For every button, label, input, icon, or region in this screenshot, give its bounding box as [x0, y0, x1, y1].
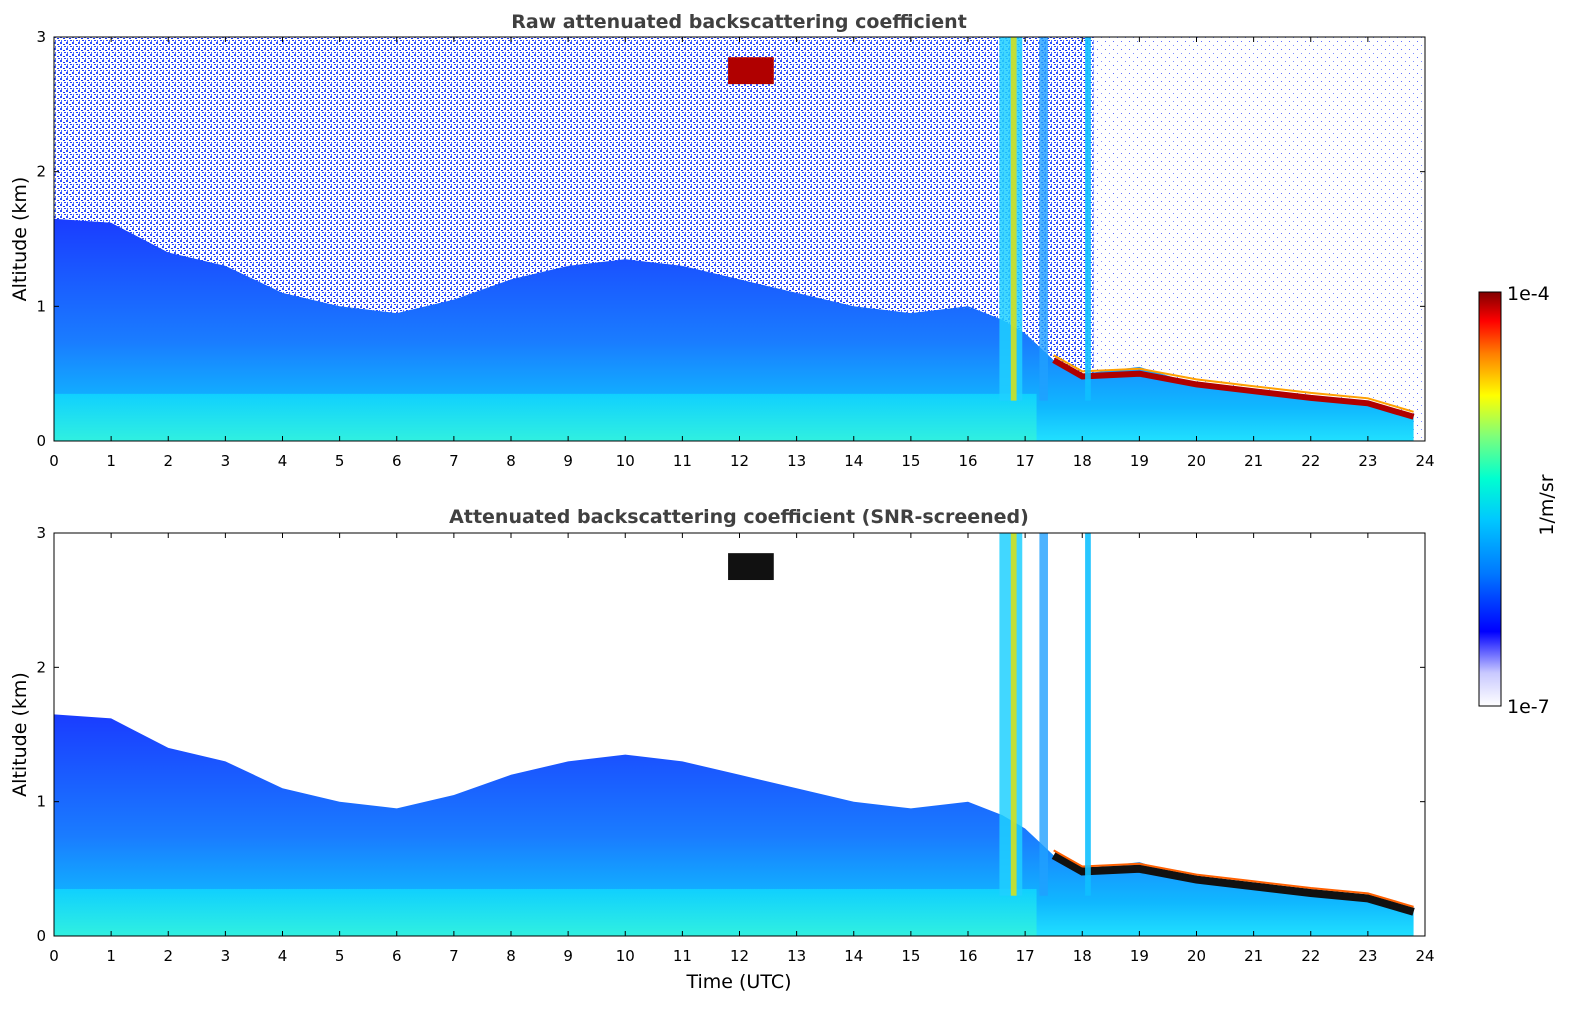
panel-raw-ylabel: Altitude (km)	[9, 177, 31, 302]
x-tick-label: 2	[163, 947, 173, 965]
panel-screened-aerosol-layer	[54, 714, 1414, 936]
panel-screened-xlabel: Time (UTC)	[685, 971, 791, 993]
panel-raw-precip-column-3	[1039, 37, 1048, 401]
x-tick-label: 12	[730, 947, 749, 965]
colorbar: 1e-4 1e-7 1/m/sr	[1478, 283, 1558, 718]
x-tick-label: 20	[1187, 452, 1206, 470]
x-tick-label: 18	[1073, 452, 1092, 470]
x-tick-label: 14	[844, 452, 863, 470]
x-tick-label: 17	[1016, 452, 1035, 470]
x-tick-label: 1	[106, 947, 116, 965]
colorbar-unit-label: 1/m/sr	[1536, 474, 1558, 535]
x-tick-label: 22	[1301, 452, 1320, 470]
x-tick-label: 2	[163, 452, 173, 470]
y-tick-label: 1	[36, 297, 46, 315]
panel-screened-precip-column-3	[1039, 533, 1048, 896]
x-tick-label: 14	[844, 947, 863, 965]
x-tick-label: 5	[335, 452, 345, 470]
colorbar-gradient	[1478, 291, 1502, 707]
x-tick-label: 5	[335, 947, 345, 965]
x-tick-label: 11	[673, 452, 692, 470]
y-tick-label: 2	[36, 163, 46, 181]
colorbar-min-label: 1e-7	[1507, 696, 1550, 718]
x-tick-label: 13	[787, 947, 806, 965]
panel-screened-y-ticks: 0 1 2 3	[36, 524, 1425, 945]
x-tick-label: 23	[1358, 947, 1377, 965]
x-tick-label: 20	[1187, 947, 1206, 965]
panel-raw-heatmap	[54, 37, 1425, 441]
panel-raw-cloud-patch	[728, 57, 774, 85]
panel-screened-cloud-patch	[728, 553, 774, 581]
x-tick-label: 0	[49, 947, 59, 965]
panel-raw-y-ticks: 0 1 2 3	[36, 28, 1425, 450]
panel-raw-aerosol-layer	[54, 218, 1414, 441]
x-tick-label: 3	[221, 947, 231, 965]
panel-screened-precip-column-4	[1085, 533, 1091, 896]
x-tick-label: 3	[221, 452, 231, 470]
x-tick-label: 16	[958, 947, 977, 965]
x-tick-label: 1	[106, 452, 116, 470]
x-tick-label: 10	[616, 452, 635, 470]
panel-screened-x-ticks: 0 1 2 3 4 5 6 7 8 9 10 11 12 13 14 15 16 17 18 19 20 21 22 23 24	[49, 533, 1435, 965]
x-tick-label: 17	[1016, 947, 1035, 965]
x-tick-label: 0	[49, 452, 59, 470]
panel-raw-near-ground	[54, 393, 1037, 441]
panel-raw-x-ticks: 0 1 2 3 4 5 6 7 8 9 10 11 12 13 14 15 16 17 18 19 20 21 22 23 24	[49, 37, 1435, 470]
x-tick-label: 9	[563, 452, 573, 470]
panel-screened-precip-column-2	[1010, 533, 1017, 896]
x-tick-label: 22	[1301, 947, 1320, 965]
y-tick-label: 3	[36, 28, 46, 46]
x-tick-label: 7	[449, 947, 459, 965]
panel-raw-cloud-base	[1052, 357, 1415, 420]
y-tick-label: 2	[36, 658, 46, 676]
x-tick-label: 24	[1415, 947, 1434, 965]
x-tick-label: 15	[901, 947, 920, 965]
x-tick-label: 21	[1244, 947, 1263, 965]
panel-screened-cloud-base	[1051, 851, 1415, 916]
x-tick-label: 19	[1130, 947, 1149, 965]
panel-raw-precip-column-4	[1085, 37, 1091, 401]
x-tick-label: 8	[506, 947, 516, 965]
x-tick-label: 4	[278, 452, 288, 470]
x-tick-label: 8	[506, 452, 516, 470]
x-tick-label: 7	[449, 452, 459, 470]
y-tick-label: 1	[36, 793, 46, 811]
x-tick-label: 23	[1358, 452, 1377, 470]
x-tick-label: 18	[1073, 947, 1092, 965]
x-tick-label: 16	[958, 452, 977, 470]
x-tick-label: 4	[278, 947, 288, 965]
x-tick-label: 6	[392, 947, 402, 965]
x-tick-label: 13	[787, 452, 806, 470]
x-tick-label: 21	[1244, 452, 1263, 470]
x-tick-label: 11	[673, 947, 692, 965]
panel-raw-precip-column-2	[1010, 37, 1017, 401]
y-tick-label: 3	[36, 524, 46, 542]
x-tick-label: 10	[616, 947, 635, 965]
y-tick-label: 0	[36, 432, 46, 450]
panel-raw-title: Raw attenuated backscattering coefficien…	[511, 11, 967, 33]
panel-raw-cloud-halo	[1053, 354, 1414, 413]
panel-screened-near-ground	[54, 888, 1037, 936]
panel-screened: Attenuated backscattering coefficient (S…	[9, 506, 1435, 993]
panel-screened-cloud-halo	[1053, 849, 1414, 908]
x-tick-label: 6	[392, 452, 402, 470]
colorbar-max-label: 1e-4	[1507, 283, 1550, 305]
y-tick-label: 0	[36, 927, 46, 945]
panel-screened-heatmap	[54, 533, 1425, 936]
x-tick-label: 19	[1130, 452, 1149, 470]
x-tick-label: 9	[563, 947, 573, 965]
panel-screened-ylabel: Altitude (km)	[9, 672, 31, 797]
x-tick-label: 15	[901, 452, 920, 470]
x-tick-label: 12	[730, 452, 749, 470]
x-tick-label: 24	[1415, 452, 1434, 470]
panel-raw: Raw attenuated backscattering coefficien…	[9, 11, 1435, 470]
panel-screened-title: Attenuated backscattering coefficient (S…	[449, 506, 1029, 528]
